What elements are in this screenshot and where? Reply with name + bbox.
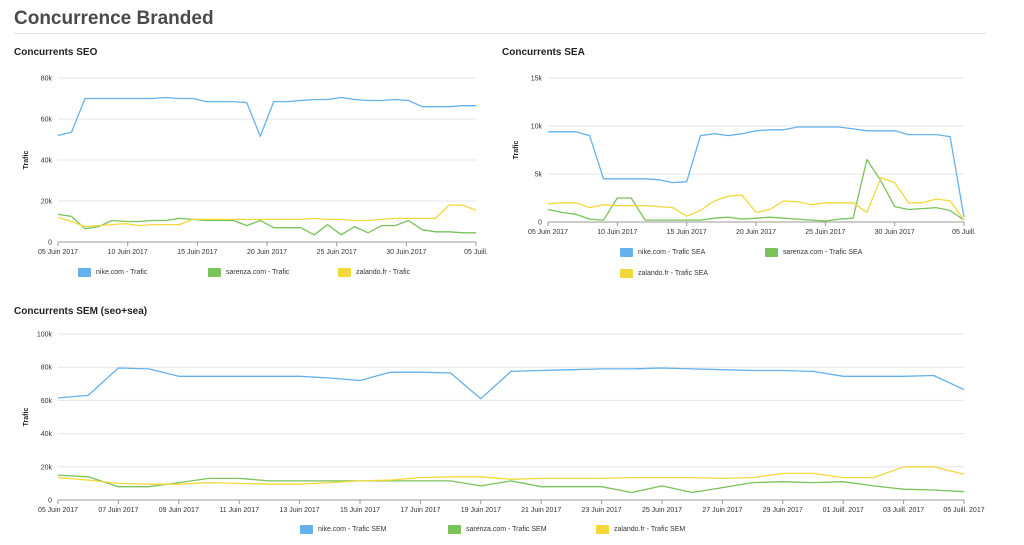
x-tick-label: 23 Juin 2017 xyxy=(582,507,622,514)
x-tick-label: 15 Juin 2017 xyxy=(340,507,380,514)
legend-label: nike.com - Trafic SEA xyxy=(638,249,706,256)
x-tick-label: 05 Juin 2017 xyxy=(38,507,78,514)
x-tick-label: 09 Juin 2017 xyxy=(159,507,199,514)
legend-item-nike-sea[interactable]: nike.com - Trafic SEA xyxy=(620,248,705,257)
y-tick-label: 5k xyxy=(535,172,543,179)
series-line-seo-0 xyxy=(57,96,476,138)
y-tick-label: 0 xyxy=(538,220,542,227)
seo-chart-title: Concurrents SEO xyxy=(14,47,98,58)
x-tick-label: 15 Juin 2017 xyxy=(667,229,707,236)
legend-label: zalando.fr - Trafic SEM xyxy=(614,526,686,533)
x-tick-label: 19 Juin 2017 xyxy=(461,507,501,514)
legend-label: nike.com - Trafic SEM xyxy=(318,526,387,533)
x-tick-label: 07 Juin 2017 xyxy=(98,507,138,514)
x-tick-label: 05 Juill. 2017 xyxy=(943,507,984,514)
legend-label: sarenza.com - Trafic xyxy=(226,269,290,276)
y-tick-label: 60k xyxy=(41,398,53,405)
x-tick-label: 25 Juin 2017 xyxy=(317,249,357,256)
legend-item-nike-sem[interactable]: nike.com - Trafic SEM xyxy=(300,525,386,534)
legend-label: zalando.fr - Trafic xyxy=(356,269,411,276)
x-tick-label: 03 Juill. 2017 xyxy=(883,507,924,514)
sea-chart: 0 5k 10k 15k Trafic 05 Juin 2017 10 Juin 2017 1… xyxy=(513,76,976,237)
x-tick-label: 21 Juin 2017 xyxy=(521,507,561,514)
y-tick-label: 40k xyxy=(41,158,53,165)
sem-chart: 0 20k 40k 60k 80k 100k Trafic 05 Juin 2017 07 Ju… xyxy=(23,332,985,515)
legend-item-zalando-sea[interactable]: zalando.fr - Trafic SEA xyxy=(620,269,708,278)
x-tick-label: 20 Juin 2017 xyxy=(247,249,287,256)
page-title: Concurrence Branded xyxy=(14,8,214,29)
x-tick-label: 10 Juin 2017 xyxy=(597,229,637,236)
sem-chart-title: Concurrents SEM (seo+sea) xyxy=(14,306,148,317)
series-line-sea-1 xyxy=(547,158,965,222)
legend-swatch-zalando xyxy=(338,268,351,277)
legend-item-nike-seo[interactable]: nike.com - Trafic xyxy=(78,268,147,277)
x-tick-label: 13 Juin 2017 xyxy=(280,507,320,514)
legend-item-sarenza-sea[interactable]: sarenza.com - Trafic SEA xyxy=(765,248,862,257)
seo-chart: 0 20k 40k 60k 80k Trafic 05 Juin 2017 10 Juin 2… xyxy=(23,76,488,257)
x-tick-label: 20 Juin 2017 xyxy=(736,229,776,236)
legend-swatch-nike xyxy=(620,248,633,257)
x-tick-label: 17 Juin 2017 xyxy=(400,507,440,514)
x-tick-label: 25 Juin 2017 xyxy=(642,507,682,514)
legend-swatch-sarenza xyxy=(448,525,461,534)
y-axis-title: Trafic xyxy=(23,408,30,427)
legend-item-sarenza-seo[interactable]: sarenza.com - Trafic xyxy=(208,268,289,277)
series-line-sea-2 xyxy=(547,177,965,221)
y-tick-label: 80k xyxy=(41,365,53,372)
legend-label: sarenza.com - Trafic SEM xyxy=(466,526,547,533)
x-tick-label: 05 Juill. xyxy=(464,249,488,256)
series-line-sem-0 xyxy=(57,367,965,400)
y-tick-label: 0 xyxy=(48,498,52,505)
series-line-seo-2 xyxy=(57,204,477,228)
x-tick-label: 05 Juin 2017 xyxy=(38,249,78,256)
y-tick-label: 20k xyxy=(41,199,53,206)
x-tick-label: 25 Juin 2017 xyxy=(805,229,845,236)
y-axis-title: Trafic xyxy=(23,151,30,170)
y-tick-label: 80k xyxy=(41,76,53,83)
series-line-sea-0 xyxy=(548,126,965,218)
y-tick-label: 40k xyxy=(41,431,53,438)
x-tick-label: 05 Juin 2017 xyxy=(528,229,568,236)
title-divider xyxy=(14,33,986,34)
x-tick-label: 29 Juin 2017 xyxy=(763,507,803,514)
legend-swatch-nike xyxy=(78,268,91,277)
y-tick-label: 20k xyxy=(41,464,53,471)
x-tick-label: 10 Juin 2017 xyxy=(108,249,148,256)
legend-item-zalando-seo[interactable]: zalando.fr - Trafic xyxy=(338,268,410,277)
x-tick-label: 11 Juin 2017 xyxy=(219,507,259,514)
legend-label: zalando.fr - Trafic SEA xyxy=(638,270,709,277)
series-line-sem-2 xyxy=(57,466,965,485)
x-tick-label: 01 Juill. 2017 xyxy=(823,507,864,514)
x-tick-label: 27 Juin 2017 xyxy=(702,507,742,514)
legend-swatch-zalando xyxy=(620,269,633,278)
y-tick-label: 0 xyxy=(48,240,52,247)
legend-item-sarenza-sem[interactable]: sarenza.com - Trafic SEM xyxy=(448,525,547,534)
y-tick-label: 10k xyxy=(531,124,543,131)
x-tick-label: 30 Juin 2017 xyxy=(386,249,426,256)
x-tick-label: 30 Juin 2017 xyxy=(875,229,915,236)
x-tick-label: 05 Juill. xyxy=(952,229,976,236)
y-axis-title: Trafic xyxy=(513,141,520,160)
legend-swatch-zalando xyxy=(596,525,609,534)
series-line-sem-1 xyxy=(57,474,965,494)
x-tick-label: 15 Juin 2017 xyxy=(177,249,217,256)
series-line-seo-1 xyxy=(57,213,476,236)
legend-label: sarenza.com - Trafic SEA xyxy=(783,249,863,256)
y-tick-label: 100k xyxy=(37,332,53,339)
legend-swatch-sarenza xyxy=(208,268,221,277)
y-tick-label: 60k xyxy=(41,117,53,124)
y-tick-label: 15k xyxy=(531,76,543,83)
legend-label: nike.com - Trafic xyxy=(96,269,148,276)
legend-swatch-sarenza xyxy=(765,248,778,257)
legend-item-zalando-sem[interactable]: zalando.fr - Trafic SEM xyxy=(596,525,685,534)
sea-chart-title: Concurrents SEA xyxy=(502,47,585,58)
legend-swatch-nike xyxy=(300,525,313,534)
